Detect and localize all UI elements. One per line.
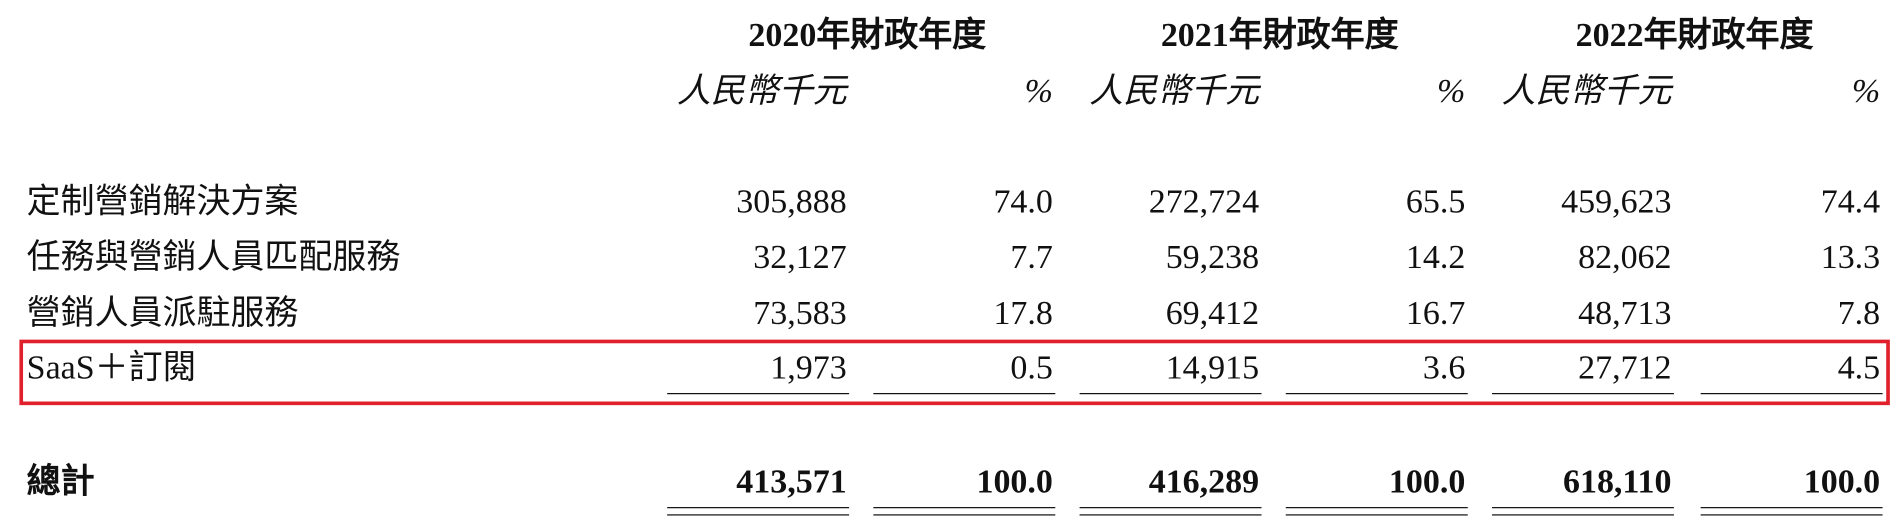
- underline: [873, 393, 1056, 395]
- cell: 59,238: [1165, 238, 1260, 277]
- cell: 16.7: [1405, 294, 1466, 333]
- cell: 272,724: [1148, 183, 1260, 221]
- double-underline: [1491, 507, 1674, 509]
- year-header: 2022年財政年度: [1575, 16, 1814, 55]
- unit-header: 人民幣千元: [676, 72, 847, 111]
- cell: 14,915: [1165, 349, 1260, 387]
- double-underline: [1700, 514, 1883, 516]
- double-underline: [1491, 514, 1674, 516]
- unit-header: %: [1437, 72, 1466, 111]
- double-underline: [667, 514, 850, 516]
- total-cell: 413,571: [736, 463, 847, 501]
- cell: 69,412: [1165, 294, 1260, 333]
- total-cell: 100.0: [976, 463, 1053, 501]
- cell: 73,583: [753, 294, 847, 333]
- cell: 4.5: [1837, 349, 1881, 387]
- double-underline: [1285, 507, 1468, 509]
- cell: 27,712: [1578, 349, 1672, 387]
- cell: 13.3: [1820, 238, 1881, 277]
- cell: 65.5: [1405, 183, 1466, 221]
- double-underline: [1285, 514, 1468, 516]
- row-label: 任務與營銷人員匹配服務: [26, 238, 401, 277]
- cell: 14.2: [1405, 238, 1466, 277]
- cell: 74.4: [1820, 183, 1881, 221]
- cell: 32,127: [753, 238, 847, 277]
- total-cell: 100.0: [1388, 463, 1466, 501]
- unit-header: %: [1024, 72, 1053, 111]
- underline: [1285, 393, 1468, 395]
- double-underline: [873, 507, 1056, 509]
- row-label: SaaS＋訂閱: [26, 349, 197, 387]
- row-label: 營銷人員派駐服務: [26, 294, 299, 333]
- cell: 74.0: [993, 183, 1053, 221]
- underline: [1700, 393, 1883, 395]
- underline: [1079, 393, 1262, 395]
- year-header: 2021年財政年度: [1160, 16, 1399, 55]
- cell: 305,888: [736, 183, 847, 221]
- double-underline: [873, 514, 1056, 516]
- total-cell: 100.0: [1803, 463, 1881, 501]
- cell: 17.8: [993, 294, 1053, 333]
- double-underline: [1079, 514, 1262, 516]
- cell: 82,062: [1578, 238, 1672, 277]
- total-cell: 618,110: [1562, 463, 1672, 501]
- double-underline: [1079, 507, 1262, 509]
- underline: [667, 393, 850, 395]
- unit-header: 人民幣千元: [1089, 72, 1260, 111]
- cell: 3.6: [1422, 349, 1466, 387]
- row-label: 定制營銷解決方案: [26, 183, 299, 221]
- cell: 7.7: [1010, 238, 1053, 277]
- unit-header: 人民幣千元: [1501, 72, 1672, 111]
- underline: [1491, 393, 1674, 395]
- year-header: 2020年財政年度: [748, 16, 987, 55]
- cell: 7.8: [1837, 294, 1881, 333]
- cell: 48,713: [1578, 294, 1672, 333]
- total-cell: 416,289: [1148, 463, 1260, 501]
- total-label: 總計: [26, 463, 95, 501]
- cell: 0.5: [1010, 349, 1053, 387]
- double-underline: [1700, 507, 1883, 509]
- cell: 1,973: [770, 349, 847, 387]
- cell: 459,623: [1561, 183, 1672, 221]
- highlight-box: [19, 339, 1890, 406]
- double-underline: [667, 507, 850, 509]
- unit-header: %: [1851, 72, 1881, 111]
